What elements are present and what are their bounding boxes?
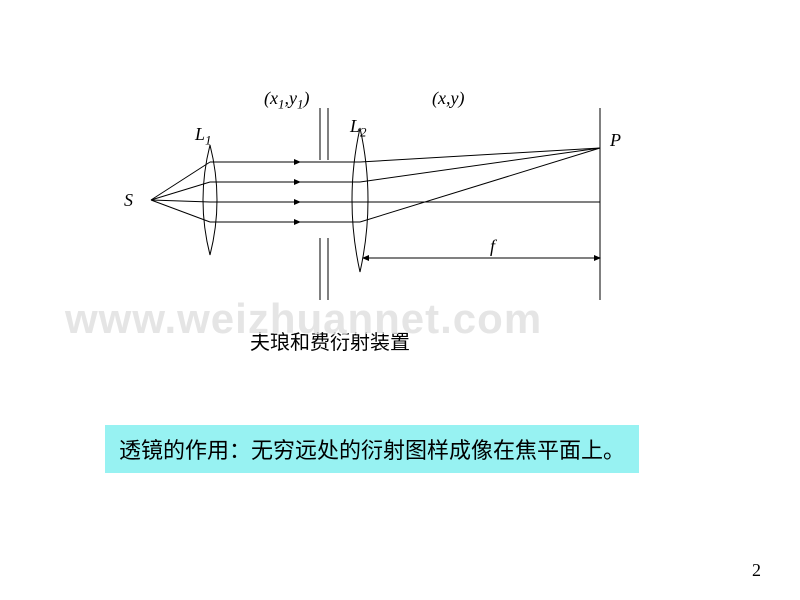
label-s: S bbox=[124, 190, 133, 211]
ray-s-4 bbox=[151, 200, 210, 222]
label-l2: L2 bbox=[350, 116, 367, 141]
ray-conv-2 bbox=[360, 148, 600, 182]
label-l1: L1 bbox=[195, 124, 212, 149]
ray-conv-4 bbox=[360, 148, 600, 222]
ray-s-3 bbox=[151, 200, 210, 202]
label-screen-plane: (x,y) bbox=[432, 88, 464, 109]
label-f: f bbox=[490, 236, 495, 257]
lens-l2 bbox=[352, 128, 368, 272]
ray-conv-1 bbox=[360, 148, 600, 162]
ray-s-1 bbox=[151, 162, 210, 200]
label-aperture-plane: (x1,y1) bbox=[264, 88, 309, 113]
page-number: 2 bbox=[752, 560, 761, 581]
highlight-sentence: 透镜的作用：无穷远处的衍射图样成像在焦平面上。 bbox=[105, 425, 639, 473]
label-p: P bbox=[610, 130, 621, 151]
ray-s-2 bbox=[151, 182, 210, 200]
watermark-text: www.weizhuannet.com bbox=[65, 295, 542, 343]
